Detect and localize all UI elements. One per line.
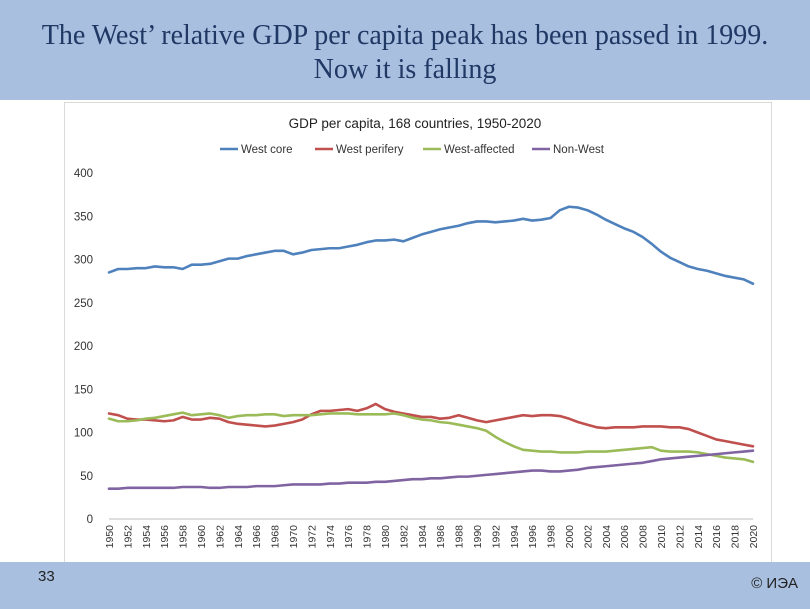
x-tick-label: 2020 bbox=[748, 525, 760, 549]
slide-title: The West’ relative GDP per capita peak h… bbox=[0, 0, 810, 87]
x-tick-label: 1968 bbox=[270, 525, 282, 549]
slide-number: 33 bbox=[38, 568, 55, 585]
x-tick-label: 1984 bbox=[417, 525, 429, 549]
x-tick-label: 1982 bbox=[398, 525, 410, 549]
x-tick-label: 1950 bbox=[104, 525, 116, 549]
legend-label: West core bbox=[241, 144, 293, 156]
x-tick-label: 2000 bbox=[564, 525, 576, 549]
legend-item: West-affected bbox=[423, 144, 515, 156]
legend-item: West core bbox=[220, 144, 293, 156]
x-tick-label: 1996 bbox=[527, 525, 539, 549]
gdp-line-chart: GDP per capita, 168 countries, 1950-2020… bbox=[74, 116, 760, 549]
x-tick-label: 1958 bbox=[178, 525, 190, 549]
legend-label: Non-West bbox=[553, 144, 605, 156]
x-tick-label: 1990 bbox=[472, 525, 484, 549]
x-tick-label: 1956 bbox=[159, 525, 171, 549]
slide-title-line-1: The West’ relative GDP per capita peak h… bbox=[41, 20, 769, 51]
y-tick-label: 150 bbox=[74, 384, 93, 396]
chart-title: GDP per capita, 168 countries, 1950-2020 bbox=[289, 116, 542, 131]
x-tick-label: 2018 bbox=[730, 525, 742, 549]
slide-footer: 33 © ИЭА bbox=[0, 562, 810, 609]
y-tick-label: 100 bbox=[74, 428, 93, 440]
x-tick-label: 1970 bbox=[288, 525, 300, 549]
x-tick-label: 1952 bbox=[122, 525, 134, 549]
y-axis: 0 50 100 150 200 250 300 350 400 bbox=[74, 168, 93, 526]
x-tick-label: 1960 bbox=[196, 525, 208, 549]
y-tick-label: 350 bbox=[74, 211, 93, 223]
x-axis: 1950 1952 1954 1956 1958 1960 1962 1964 1966 1968… bbox=[104, 518, 760, 549]
copyright-notice: © ИЭА bbox=[751, 575, 798, 592]
y-tick-label: 50 bbox=[80, 471, 93, 483]
x-tick-label: 2010 bbox=[656, 525, 668, 549]
x-tick-label: 2006 bbox=[619, 525, 631, 549]
legend-label: West-affected bbox=[444, 144, 515, 156]
series-line-west-affected bbox=[107, 411, 755, 464]
x-tick-label: 1980 bbox=[380, 525, 392, 549]
legend-label: West perifery bbox=[336, 144, 404, 156]
x-tick-label: 1986 bbox=[435, 525, 447, 549]
x-tick-label: 2008 bbox=[638, 525, 650, 549]
y-tick-label: 400 bbox=[74, 168, 93, 180]
x-tick-label: 2004 bbox=[601, 525, 613, 549]
slide-title-line-2: Now it is falling bbox=[313, 54, 497, 85]
x-tick-label: 1954 bbox=[141, 525, 153, 549]
x-tick-label: 1962 bbox=[214, 525, 226, 549]
series-line-west-core bbox=[107, 205, 755, 286]
series-line-west-perifery bbox=[107, 402, 755, 448]
plot-area bbox=[107, 205, 755, 491]
x-tick-label: 1992 bbox=[490, 525, 502, 549]
legend-item: Non-West bbox=[532, 144, 605, 156]
y-tick-label: 200 bbox=[74, 341, 93, 353]
x-tick-label: 1994 bbox=[509, 525, 521, 549]
chart-legend: West core West perifery West-affected Non-W… bbox=[220, 144, 605, 156]
slide-header: The West’ relative GDP per capita peak h… bbox=[0, 0, 810, 100]
x-tick-label: 1978 bbox=[362, 525, 374, 549]
x-tick-label: 2014 bbox=[693, 525, 705, 549]
y-tick-label: 250 bbox=[74, 298, 93, 310]
x-tick-label: 1964 bbox=[233, 525, 245, 549]
chart-frame: GDP per capita, 168 countries, 1950-2020… bbox=[64, 102, 772, 566]
y-tick-label: 0 bbox=[87, 514, 93, 526]
series-line-non-west bbox=[107, 449, 755, 491]
x-tick-label: 1972 bbox=[306, 525, 318, 549]
x-tick-label: 1998 bbox=[546, 525, 558, 549]
y-tick-label: 300 bbox=[74, 255, 93, 267]
x-tick-label: 1974 bbox=[325, 525, 337, 549]
x-tick-label: 2016 bbox=[711, 525, 723, 549]
x-tick-label: 1988 bbox=[454, 525, 466, 549]
legend-item: West perifery bbox=[315, 144, 404, 156]
x-tick-label: 2002 bbox=[582, 525, 594, 549]
x-tick-label: 2012 bbox=[674, 525, 686, 549]
x-tick-label: 1976 bbox=[343, 525, 355, 549]
x-tick-label: 1966 bbox=[251, 525, 263, 549]
